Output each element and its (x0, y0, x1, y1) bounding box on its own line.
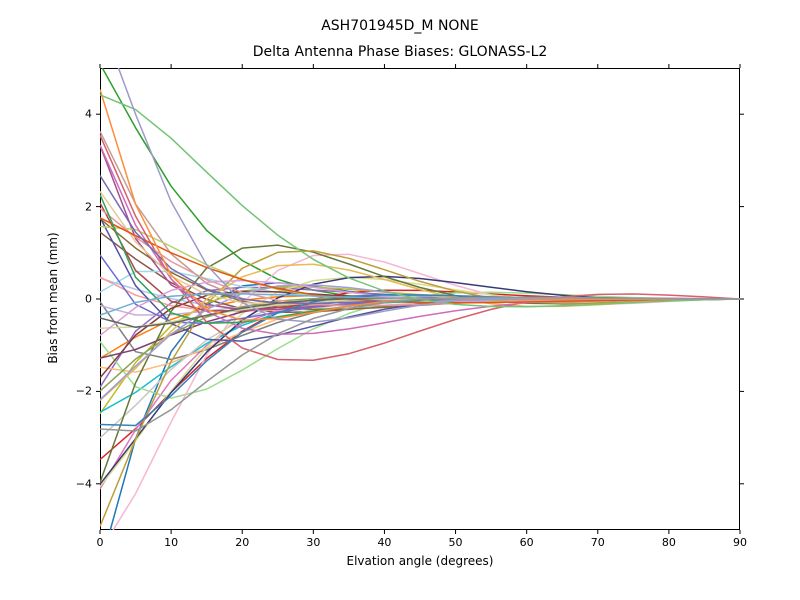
xtick-label: 60 (520, 536, 534, 549)
ytick-label: 4 (70, 108, 92, 121)
xtick-label: 70 (591, 536, 605, 549)
xtick-label: 80 (662, 536, 676, 549)
plot-svg (0, 0, 800, 600)
xtick-label: 30 (306, 536, 320, 549)
xtick-label: 0 (97, 536, 104, 549)
ytick-label: −2 (70, 385, 92, 398)
xtick-label: 20 (235, 536, 249, 549)
ytick-label: −4 (70, 477, 92, 490)
xtick-label: 10 (164, 536, 178, 549)
ytick-label: 0 (70, 293, 92, 306)
chart-figure: ASH701945D_M NONE Delta Antenna Phase Bi… (0, 0, 800, 600)
series-line (100, 251, 740, 527)
series-line (100, 64, 740, 300)
series-line (100, 90, 740, 321)
y-axis-label: Bias from mean (mm) (46, 67, 60, 529)
xtick-label: 40 (377, 536, 391, 549)
xtick-label: 90 (733, 536, 747, 549)
x-axis-label: Elvation angle (degrees) (100, 554, 740, 568)
ytick-label: 2 (70, 200, 92, 213)
xtick-label: 50 (449, 536, 463, 549)
series-line (100, 299, 740, 489)
series-line (100, 131, 740, 305)
